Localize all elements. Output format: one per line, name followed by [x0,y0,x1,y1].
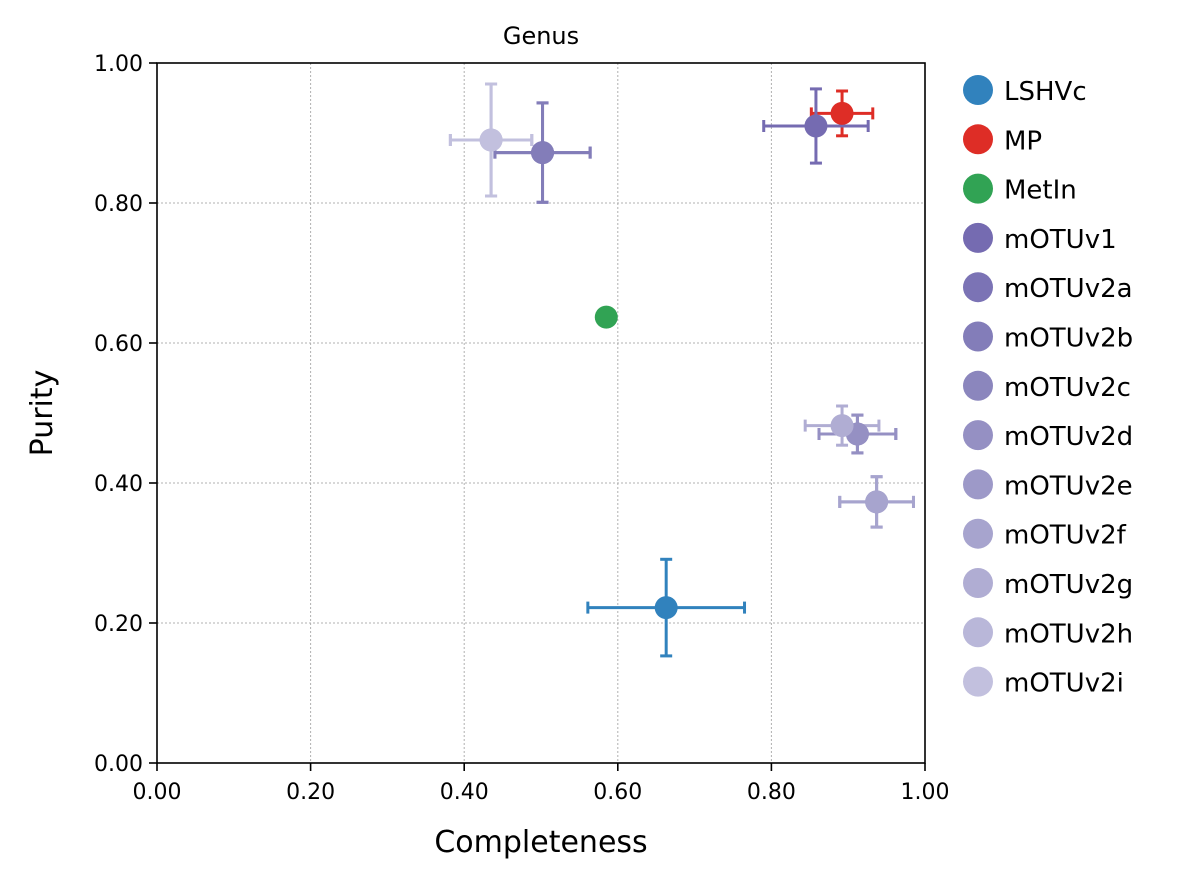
plot-frame [156,62,926,764]
ticks: 0.00 0.20 0.40 0.60 0.80 1.00 0.00 0.20 0.40 0.60… [94,52,949,805]
x-tick-label: 0.80 [747,780,796,805]
data-point-motuv2i [479,128,503,152]
data-points [479,101,889,620]
legend-label-lshvc: LSHVc [1004,77,1087,107]
y-tick-label: 0.60 [94,332,143,357]
x-axis-label: Completeness [434,825,647,860]
y-axis-label: Purity [25,370,60,457]
x-tick-label: 0.60 [593,780,642,805]
y-tick-label: 0.20 [94,612,143,637]
y-tick-label: 0.80 [94,192,143,217]
x-tick-label: 0.40 [440,780,489,805]
data-point-metin [594,305,618,329]
legend-marker-metin [963,173,993,204]
error-bars [448,82,915,658]
legend-label-motuv2a: mOTUv2a [1004,274,1133,304]
legend-marker-motuv2c [963,370,993,401]
legend-marker-motuv2g [963,568,993,598]
legend-marker-motuv2e [963,469,993,500]
x-tick-label: 0.00 [133,780,182,805]
legend-label-motuv2b: mOTUv2b [1004,324,1133,354]
legend: LSHVc MP MetIn mOTUv1 mOTUv2a mOTUv2b mOTUv2c m… [963,75,1133,699]
legend-label-motuv2g: mOTUv2g [1004,570,1133,600]
y-tick-label: 1.00 [94,52,143,77]
legend-label-motuv2d: mOTUv2d [1004,422,1133,452]
grid [157,63,925,763]
legend-label-motuv1: mOTUv1 [1004,225,1117,255]
legend-marker-lshvc [963,75,993,105]
legend-label-motuv2h: mOTUv2h [1004,619,1133,649]
legend-label-motuv2i: mOTUv2i [1004,669,1124,699]
legend-label-metin: MetIn [1004,176,1077,206]
data-point-lshvc [654,596,678,620]
data-point-motuv2g [830,414,854,438]
legend-label-mp: MP [1004,126,1042,156]
legend-marker-motuv2b [963,321,993,352]
legend-marker-motuv2d [963,420,993,451]
data-point-motuv2b [531,141,555,165]
legend-marker-motuv2f [963,518,993,549]
y-tick-label: 0.00 [94,752,143,777]
legend-marker-motuv2a [963,272,993,303]
legend-label-motuv2e: mOTUv2e [1004,471,1133,501]
x-tick-label: 1.00 [901,780,950,805]
legend-marker-motuv2h [963,617,993,648]
data-point-motuv1 [804,114,828,138]
legend-marker-mp [963,124,993,155]
legend-marker-motuv2i [963,666,993,697]
y-tick-label: 0.40 [94,472,143,497]
data-point-motuv2f [865,490,889,514]
legend-marker-motuv1 [963,222,993,253]
legend-label-motuv2f: mOTUv2f [1004,521,1127,551]
x-tick-label: 0.20 [286,780,335,805]
legend-label-motuv2c: mOTUv2c [1004,373,1131,403]
chart-title: Genus [503,22,579,50]
data-point-mp [830,101,854,125]
